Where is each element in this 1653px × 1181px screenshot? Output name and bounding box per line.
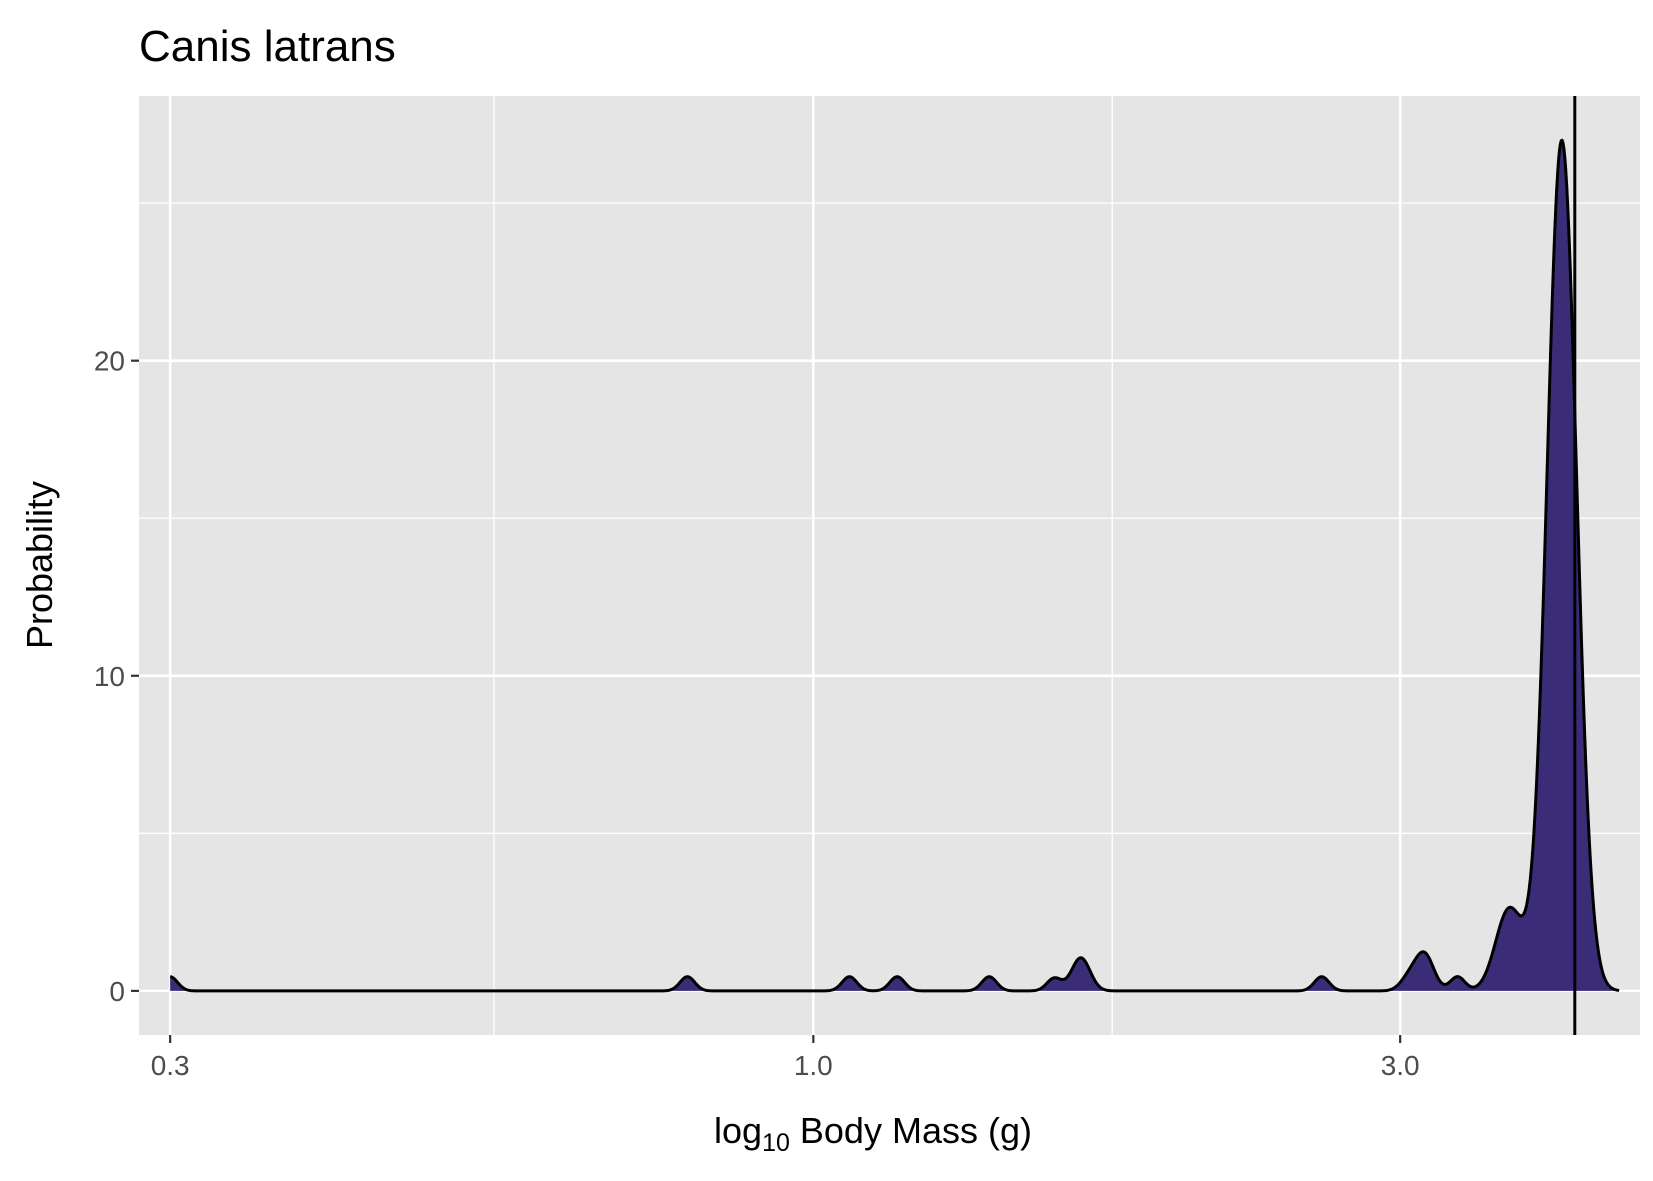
minor-gridlines — [139, 96, 1640, 1035]
x-tick-label: 1.0 — [794, 1050, 833, 1081]
density-area-group — [169, 138, 1620, 993]
density-line — [169, 138, 1620, 993]
y-tick-label: 20 — [94, 346, 125, 377]
y-axis-title: Probability — [19, 481, 60, 649]
chart-title: Canis latrans — [139, 22, 396, 71]
plot-panel — [139, 96, 1640, 1035]
x-axis-title: log10 Body Mass (g) — [714, 1110, 1032, 1157]
y-tick-label: 10 — [94, 661, 125, 692]
x-axis-title-prefix: log — [714, 1110, 762, 1151]
y-tick-label: 0 — [109, 976, 125, 1007]
x-tick-label: 0.3 — [151, 1050, 190, 1081]
x-axis-title-subscript: 10 — [762, 1129, 790, 1157]
x-axis-title-suffix: Body Mass (g) — [790, 1110, 1032, 1151]
x-axis: 0.3 1.0 3.0 — [151, 1035, 1420, 1081]
x-tick-label: 3.0 — [1381, 1050, 1420, 1081]
y-axis: 0 10 20 — [94, 346, 139, 1007]
